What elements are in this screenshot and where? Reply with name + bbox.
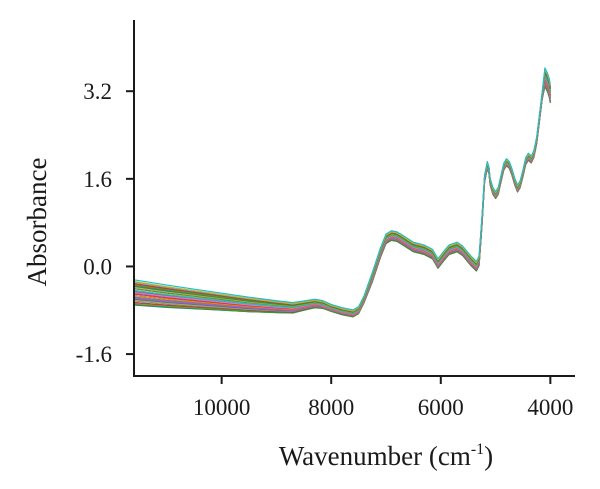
series-group <box>133 67 551 318</box>
spectrum-line <box>133 71 551 313</box>
spectrum-line <box>133 84 551 317</box>
spectrum-line <box>133 82 551 317</box>
spectrum-line <box>133 73 551 314</box>
spectrum-line <box>133 68 551 311</box>
spectrum-line <box>133 85 551 317</box>
y-tick-label: 0.0 <box>83 254 112 279</box>
x-tick-label: 10000 <box>193 395 251 420</box>
spectrum-line <box>133 73 551 313</box>
y-axis-title: Absorbance <box>22 158 52 287</box>
x-axis-title-superscript: -1 <box>471 441 484 458</box>
spectrum-line <box>133 79 551 315</box>
spectrum-line <box>133 81 551 316</box>
spectrum-line <box>133 85 551 318</box>
spectrum-line <box>133 79 551 315</box>
spectrum-line <box>133 78 551 315</box>
spectrum-line <box>133 71 551 312</box>
x-tick-label: 4000 <box>527 395 573 420</box>
spectrum-line <box>133 75 551 314</box>
spectrum-line <box>133 79 551 316</box>
x-axis-title-text: Wavenumber (cm <box>279 441 471 471</box>
spectrum-line <box>133 77 551 315</box>
spectrum-line <box>133 80 551 316</box>
y-tick-label: -1.6 <box>76 342 112 367</box>
spectrum-line <box>133 83 551 317</box>
y-tick-label: 1.6 <box>83 167 112 192</box>
spectrum-line <box>133 69 551 312</box>
spectrum-line <box>133 73 551 314</box>
y-tick-label: 3.2 <box>83 79 112 104</box>
spectrum-line <box>133 85 551 318</box>
spectrum-line <box>133 84 551 317</box>
spectrum-line <box>133 83 551 317</box>
spectrum-line <box>133 70 551 312</box>
y-ticks: 3.2 1.6 0.0 -1.6 <box>76 79 134 367</box>
spectrum-line <box>133 80 551 315</box>
x-tick-label: 8000 <box>308 395 354 420</box>
spectrum-line <box>133 76 551 315</box>
spectrum-line <box>133 82 551 316</box>
spectrum-line <box>133 70 551 312</box>
spectrum-line <box>133 67 551 311</box>
spectrum-line <box>133 74 551 314</box>
spectrum-line <box>133 72 551 313</box>
x-axis-title-suffix: ) <box>484 441 493 471</box>
x-axis-title: Wavenumber (cm-1) <box>279 441 493 471</box>
spectrum-line <box>133 75 551 315</box>
spectrum-line <box>133 76 551 314</box>
spectrum-line <box>133 70 551 313</box>
x-ticks: 10000 8000 6000 4000 <box>193 376 573 420</box>
spectrum-line <box>133 75 551 314</box>
spectrum-line <box>133 80 551 316</box>
spectrum-line <box>133 77 551 314</box>
x-tick-label: 6000 <box>418 395 464 420</box>
spectrum-line <box>133 81 551 317</box>
spectrum-line <box>133 68 551 312</box>
spectrum-line <box>133 72 551 313</box>
